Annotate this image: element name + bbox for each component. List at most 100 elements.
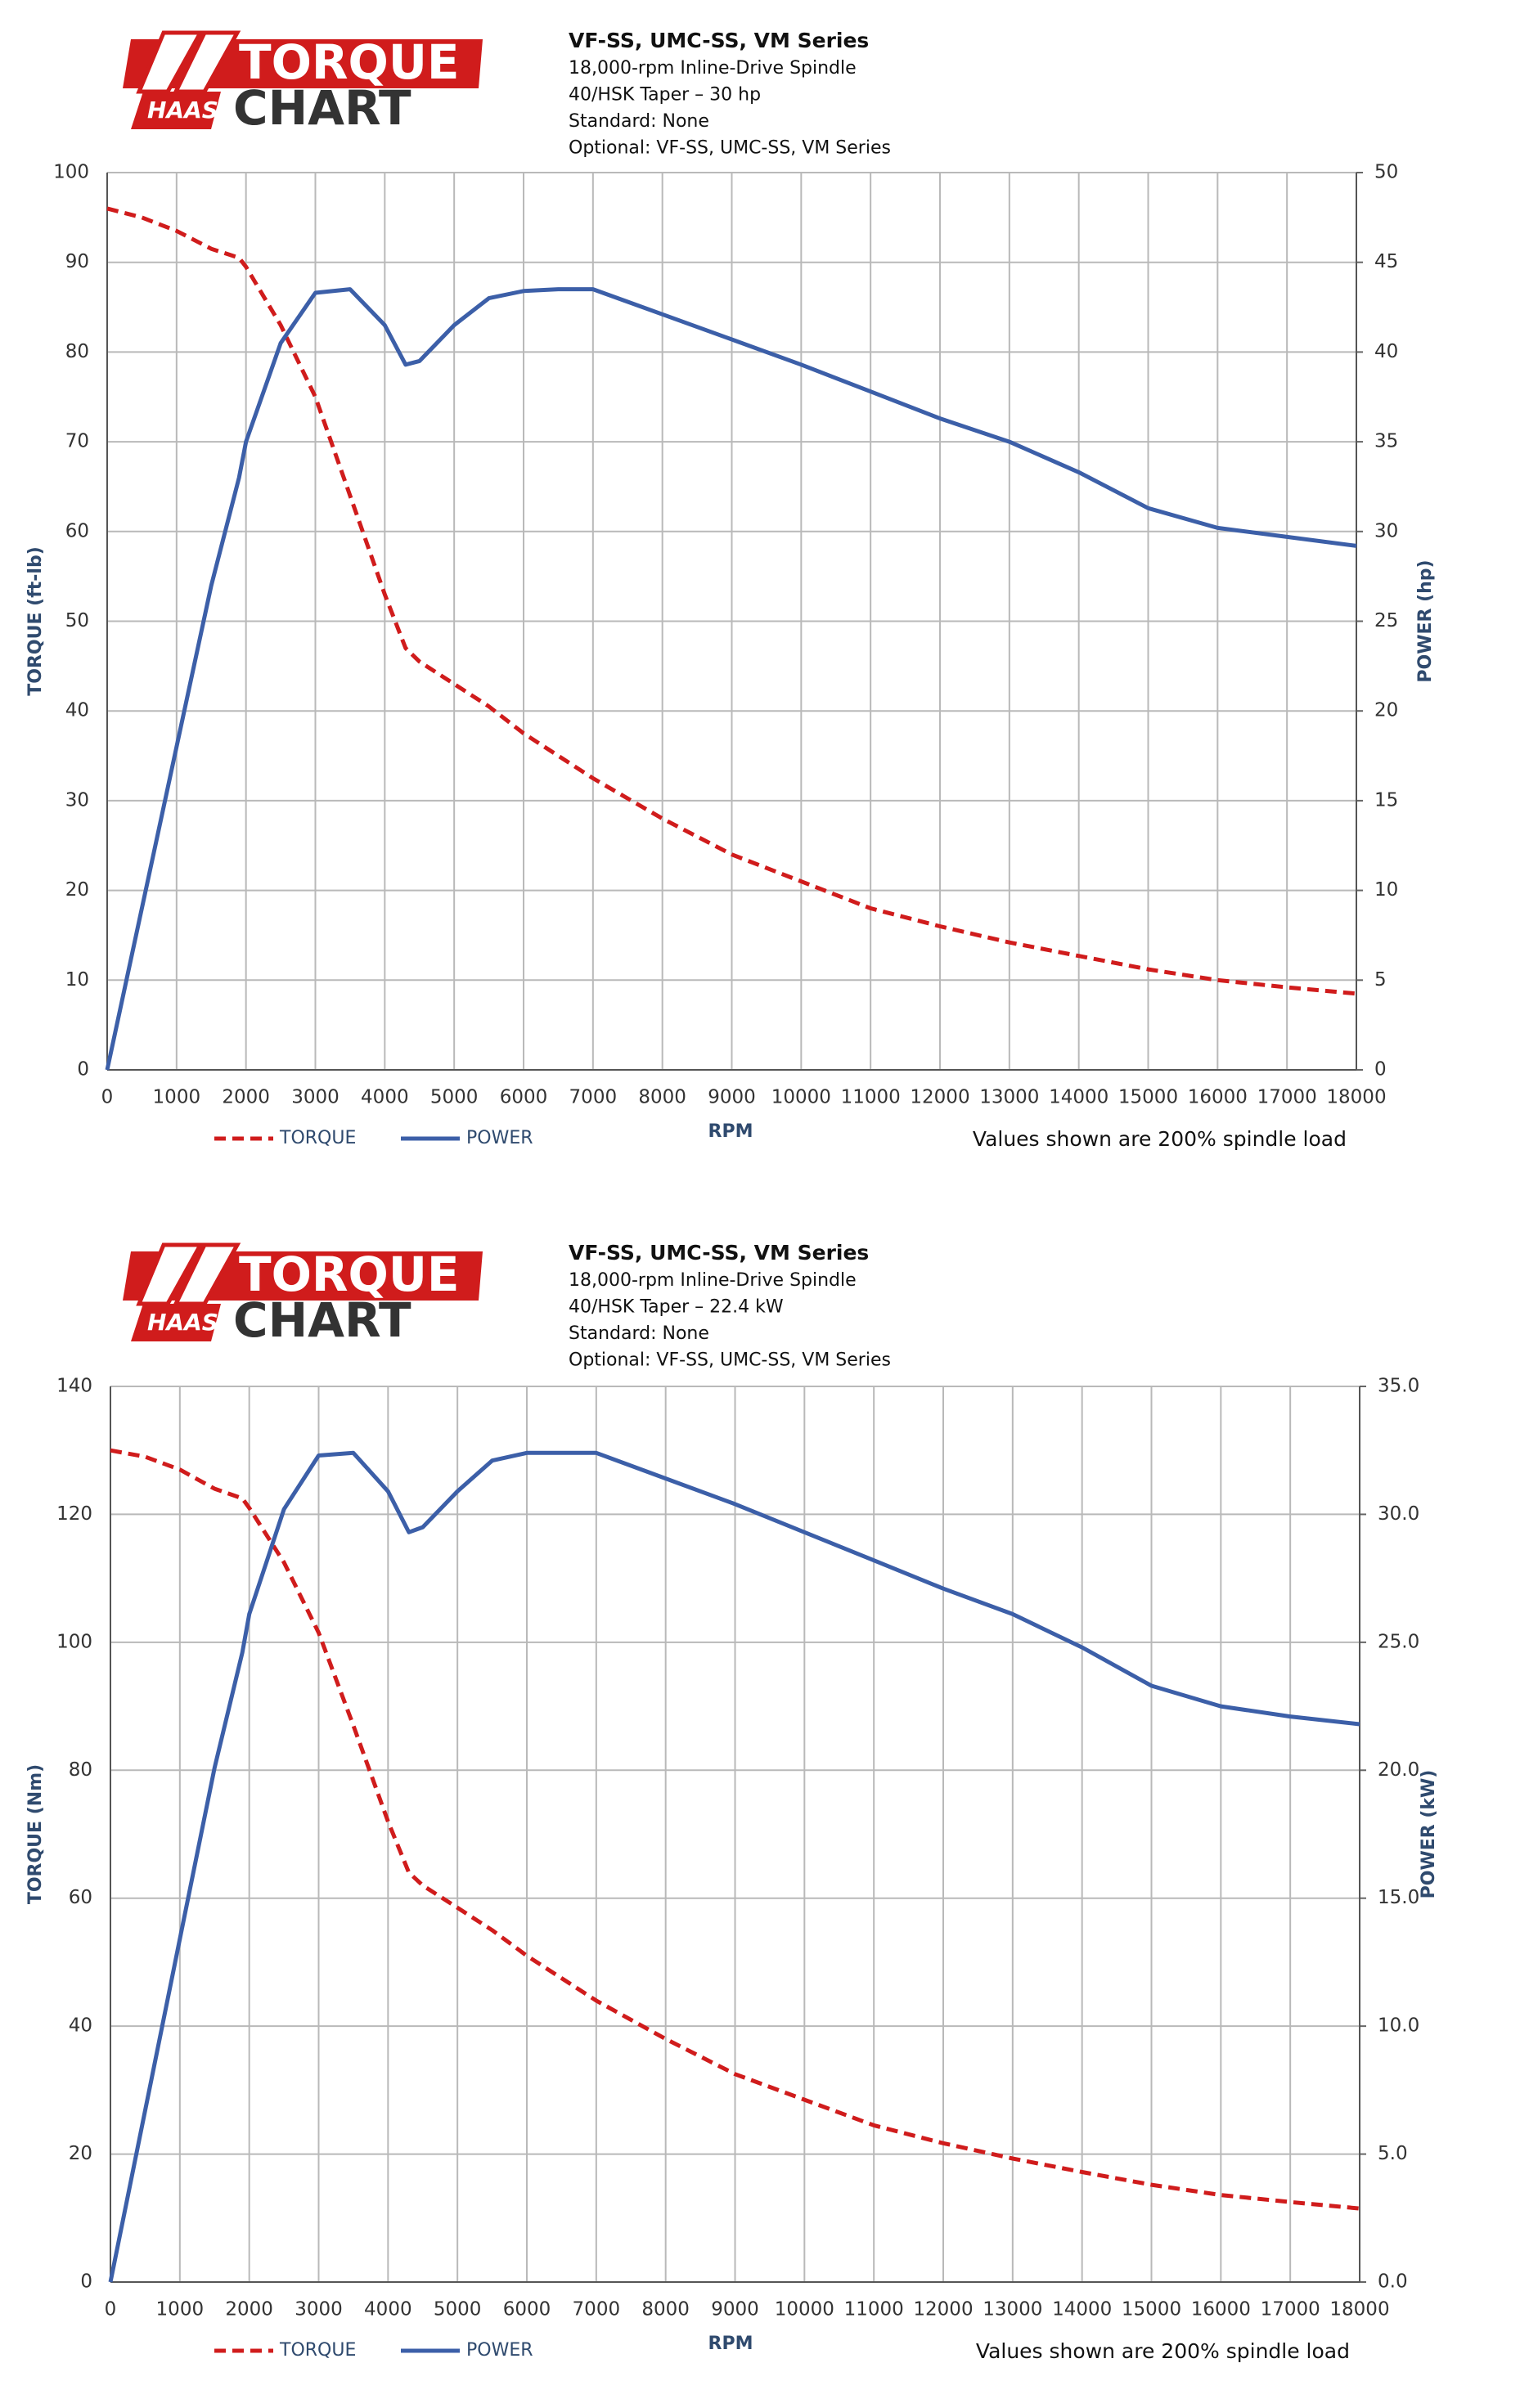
y-tick-label: 40 xyxy=(69,2015,92,2037)
x-tick-label: 5000 xyxy=(434,2299,482,2320)
y-tick-label: 40 xyxy=(65,700,89,721)
annotation: Values shown are 200% spindle load xyxy=(973,1127,1347,1151)
y-tick-label: 20 xyxy=(65,879,89,901)
x-tick-label: 3000 xyxy=(295,2299,343,2320)
x-tick-label: 3000 xyxy=(291,1087,340,1108)
chart-subtitle: Standard: None xyxy=(569,111,709,132)
x-tick-label: 10000 xyxy=(775,2299,834,2320)
y2-tick-label: 0 xyxy=(1374,1059,1387,1080)
logo-line1: TORQUE xyxy=(239,1247,460,1302)
x-tick-label: 2000 xyxy=(225,2299,273,2320)
legend-label: POWER xyxy=(466,1128,533,1148)
x-tick-label: 14000 xyxy=(1052,2299,1112,2320)
x-axis-label: RPM xyxy=(708,2334,753,2354)
y-tick-label: 120 xyxy=(56,1503,92,1525)
x-tick-label: 7000 xyxy=(569,1087,618,1108)
y2-axis-label: POWER (hp) xyxy=(1415,559,1436,682)
chart: 0 1000 2000 3000 4000 5000 6000 7000 8000 9000 100… xyxy=(25,1376,1439,2364)
x-tick-label: 16000 xyxy=(1191,2299,1251,2320)
logo-line1: TORQUE xyxy=(239,34,460,90)
legend-label: POWER xyxy=(466,2340,533,2361)
y2-tick-label: 30 xyxy=(1374,520,1398,541)
y2-tick-label: 5 xyxy=(1374,969,1387,991)
logo-brand: HAAS xyxy=(147,1309,218,1336)
y-tick-label: 60 xyxy=(65,520,89,541)
x-tick-label: 15000 xyxy=(1118,1087,1178,1108)
chart-subtitle: Optional: VF-SS, UMC-SS, VM Series xyxy=(569,1350,891,1371)
y-tick-label: 90 xyxy=(65,251,89,272)
y2-tick-label: 10 xyxy=(1374,879,1398,901)
series-line xyxy=(110,1448,1360,2211)
y-tick-label: 140 xyxy=(56,1376,92,1397)
x-tick-label: 13000 xyxy=(979,1087,1039,1108)
y2-tick-label: 35.0 xyxy=(1378,1376,1419,1397)
y2-tick-label: 40 xyxy=(1374,341,1398,362)
y2-tick-label: 45 xyxy=(1374,251,1398,272)
chart-subtitle: 18,000-rpm Inline-Drive Spindle xyxy=(569,1270,857,1291)
y-tick-label: 0 xyxy=(80,2271,92,2293)
y2-tick-label: 30.0 xyxy=(1378,1503,1419,1525)
x-tick-label: 4000 xyxy=(361,1087,409,1108)
y2-tick-label: 20 xyxy=(1374,700,1398,721)
x-tick-label: 10000 xyxy=(771,1087,831,1108)
chart-subtitle: Standard: None xyxy=(569,1323,709,1344)
chart-subtitle: Optional: VF-SS, UMC-SS, VM Series xyxy=(569,138,891,159)
y-axis-label: TORQUE (ft-lb) xyxy=(25,546,46,696)
x-tick-label: 17000 xyxy=(1257,1087,1317,1108)
y2-tick-label: 5.0 xyxy=(1378,2143,1408,2164)
x-tick-label: 9000 xyxy=(708,1087,756,1108)
logo-line2: CHART xyxy=(233,80,411,136)
y-tick-label: 50 xyxy=(65,610,89,631)
x-tick-label: 1000 xyxy=(156,2299,205,2320)
y2-tick-label: 15 xyxy=(1374,789,1398,811)
x-tick-label: 12000 xyxy=(913,2299,973,2320)
x-tick-label: 0 xyxy=(105,2299,117,2320)
y2-tick-label: 20.0 xyxy=(1378,1759,1419,1781)
x-tick-label: 1000 xyxy=(153,1087,201,1108)
y2-tick-label: 50 xyxy=(1374,162,1398,183)
x-tick-label: 11000 xyxy=(844,2299,904,2320)
y-tick-label: 30 xyxy=(65,789,89,811)
series-line xyxy=(106,206,1357,996)
series-line xyxy=(105,287,1357,1071)
x-tick-label: 18000 xyxy=(1329,2299,1389,2320)
x-tick-label: 6000 xyxy=(503,2299,551,2320)
y2-tick-label: 25.0 xyxy=(1378,1631,1419,1652)
y2-tick-label: 25 xyxy=(1374,610,1398,631)
logo-stripes xyxy=(136,30,241,94)
logo-brand: HAAS xyxy=(147,97,218,124)
chart-subtitle: 18,000-rpm Inline-Drive Spindle xyxy=(569,58,857,79)
logo-badge xyxy=(131,1304,221,1341)
y2-axis-label: POWER (kW) xyxy=(1419,1770,1439,1899)
logo-stripes xyxy=(136,1242,241,1306)
y2-tick-label: 0.0 xyxy=(1378,2271,1408,2293)
x-tick-label: 7000 xyxy=(573,2299,621,2320)
x-tick-label: 11000 xyxy=(841,1087,901,1108)
chart-title: VF-SS, UMC-SS, VM Series xyxy=(569,29,869,52)
x-tick-label: 18000 xyxy=(1326,1087,1386,1108)
x-tick-label: 2000 xyxy=(222,1087,270,1108)
chart-title: VF-SS, UMC-SS, VM Series xyxy=(569,1241,869,1265)
y2-tick-label: 10.0 xyxy=(1378,2015,1419,2037)
x-tick-label: 8000 xyxy=(638,1087,686,1108)
y-tick-label: 100 xyxy=(53,162,89,183)
y-tick-label: 80 xyxy=(65,341,89,362)
y-tick-label: 80 xyxy=(69,1759,92,1781)
y-tick-label: 10 xyxy=(65,969,89,991)
x-tick-label: 15000 xyxy=(1122,2299,1181,2320)
y-tick-label: 70 xyxy=(65,431,89,452)
x-tick-label: 4000 xyxy=(364,2299,412,2320)
annotation: Values shown are 200% spindle load xyxy=(976,2339,1350,2363)
legend-label: TORQUE xyxy=(279,2340,356,2361)
legend-label: TORQUE xyxy=(279,1128,356,1148)
y-tick-label: 100 xyxy=(56,1631,92,1652)
y2-tick-label: 35 xyxy=(1374,431,1398,452)
y-tick-label: 0 xyxy=(77,1059,89,1080)
x-tick-label: 13000 xyxy=(983,2299,1042,2320)
x-tick-label: 5000 xyxy=(430,1087,479,1108)
x-tick-label: 0 xyxy=(101,1087,114,1108)
x-axis-label: RPM xyxy=(708,1121,753,1142)
